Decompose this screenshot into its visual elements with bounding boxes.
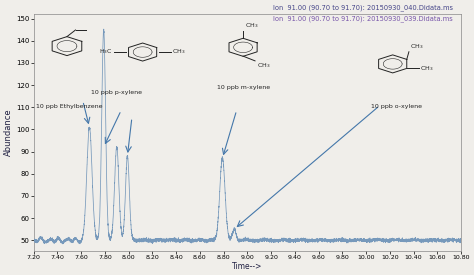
X-axis label: Time-->: Time--> <box>232 262 263 271</box>
Text: CH$_3$: CH$_3$ <box>257 61 270 70</box>
Text: 10 ppb m-xylene: 10 ppb m-xylene <box>218 85 271 90</box>
Text: Ion  91.00 (90.70 to 91.70): 20150930_040.Didata.ms: Ion 91.00 (90.70 to 91.70): 20150930_040… <box>273 4 453 10</box>
Text: 10 ppb p-xylene: 10 ppb p-xylene <box>91 90 143 95</box>
Text: H$_3$C: H$_3$C <box>99 48 113 56</box>
Text: 10 ppb o-xylene: 10 ppb o-xylene <box>371 104 422 109</box>
Text: CH$_3$: CH$_3$ <box>410 42 424 51</box>
Text: Ion  91.00 (90.70 to 91.70): 20150930_039.Didata.ms: Ion 91.00 (90.70 to 91.70): 20150930_039… <box>273 16 453 22</box>
Text: CH$_3$: CH$_3$ <box>419 64 433 73</box>
Text: CH$_3$: CH$_3$ <box>172 48 185 56</box>
Text: 10 ppb Ethylbenzene: 10 ppb Ethylbenzene <box>36 104 102 109</box>
Y-axis label: Abundance: Abundance <box>4 109 13 156</box>
Text: CH$_3$: CH$_3$ <box>245 21 259 31</box>
